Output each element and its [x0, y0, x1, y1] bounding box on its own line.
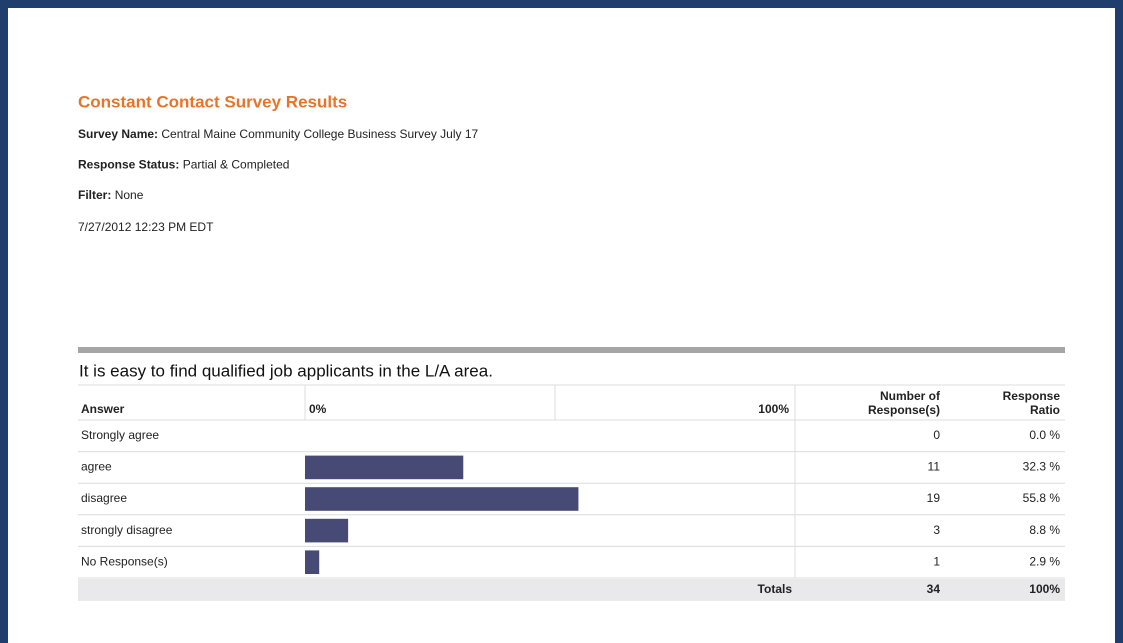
bar [305, 550, 320, 574]
section-rule [78, 347, 1065, 353]
ratio: 55.8 % [1023, 491, 1061, 505]
totals-row [78, 579, 1065, 601]
ratio: 8.8 % [1029, 523, 1060, 537]
totals-label: Totals [758, 582, 793, 596]
col-header-line: Ratio [1030, 403, 1060, 417]
field-value: None [115, 188, 144, 202]
field-value: Partial & Completed [183, 158, 290, 172]
question: It is easy to find qualified job applica… [79, 361, 493, 380]
scale-label: 0% [309, 402, 327, 416]
count: 0 [933, 428, 940, 442]
ratio: 0.0 % [1029, 428, 1060, 442]
report-title: Constant Contact Survey Results [78, 92, 347, 111]
field-label: Response Status: [78, 158, 179, 172]
col-header-line: Response [1003, 389, 1061, 403]
answer: disagree [81, 491, 127, 505]
totals-ratio: 100% [1029, 582, 1060, 596]
scale-label: 100% [758, 402, 789, 416]
header-field: Filter: None [78, 188, 144, 202]
report-date: 7/27/2012 12:23 PM EDT [78, 220, 214, 234]
header-field: Response Status: Partial & Completed [78, 158, 289, 172]
col-header-line: Number of [880, 389, 941, 403]
bar [305, 518, 349, 543]
answer: strongly disagree [81, 523, 173, 537]
count: 19 [927, 491, 941, 505]
count: 1 [933, 554, 940, 568]
field-label: Filter: [78, 188, 111, 202]
bar [305, 455, 464, 480]
answer: agree [81, 460, 112, 474]
count: 3 [933, 523, 940, 537]
header-field: Survey Name: Central Maine Community Col… [78, 127, 479, 141]
col-header-line: Response(s) [868, 403, 940, 417]
count: 11 [928, 460, 941, 474]
ratio: 2.9 % [1029, 554, 1060, 568]
bar [305, 487, 579, 511]
answer: No Response(s) [81, 554, 168, 568]
ratio: 32.3 % [1023, 460, 1061, 474]
col-header: Response Ratio [1003, 389, 1061, 417]
field-label: Survey Name: [78, 127, 158, 141]
results-table: Answer 0% 100%Number of Response(s)Response… [78, 384, 1065, 601]
totals-count: 34 [927, 582, 941, 596]
answer: Strongly agree [81, 428, 159, 442]
col-header: Number of Response(s) [868, 389, 941, 417]
col-header: Answer [81, 402, 125, 416]
field-value: Central Maine Community College Business… [161, 127, 478, 141]
